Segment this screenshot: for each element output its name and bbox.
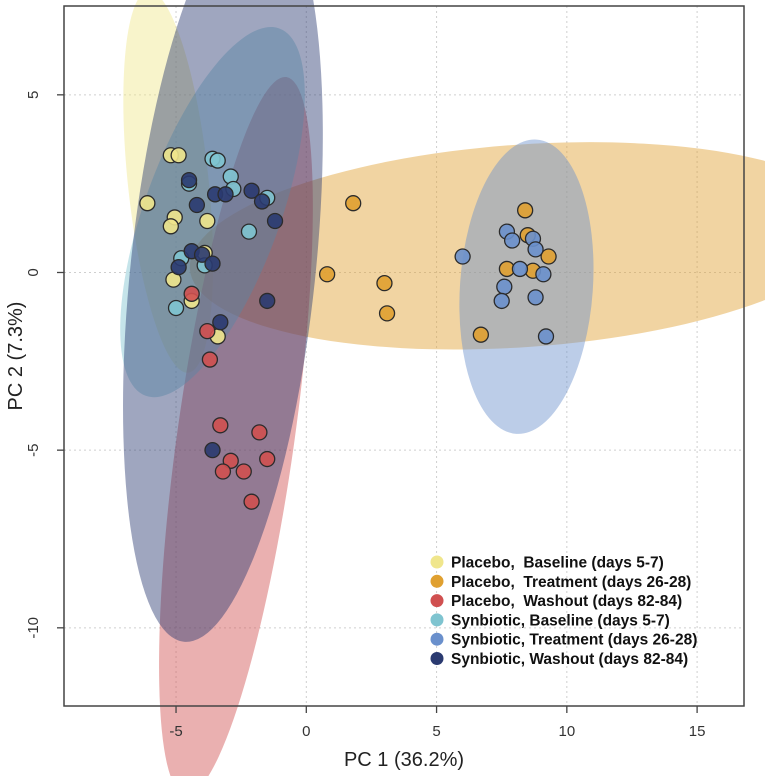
data-point-series-1 xyxy=(378,305,396,322)
legend-marker-series-1 xyxy=(430,574,444,588)
legend-marker-series-3 xyxy=(430,613,444,627)
data-point-series-0 xyxy=(139,195,156,212)
ellipse-series-4 xyxy=(459,139,594,434)
plot-area xyxy=(64,6,744,706)
y-tick-label: 0 xyxy=(25,268,42,276)
data-point-series-5 xyxy=(266,212,284,230)
data-point-series-3 xyxy=(167,299,185,317)
y-tick-label: -5 xyxy=(25,443,42,456)
x-tick-label: 5 xyxy=(432,723,440,740)
data-point-series-2 xyxy=(259,450,276,468)
data-point-series-1 xyxy=(540,248,557,265)
data-points xyxy=(139,147,557,510)
data-point-series-2 xyxy=(199,322,216,340)
data-point-series-4 xyxy=(527,241,544,258)
data-point-series-2 xyxy=(214,463,232,480)
data-point-series-4 xyxy=(527,289,544,306)
legend-marker-series-4 xyxy=(430,632,444,646)
data-point-series-1 xyxy=(318,266,336,283)
legend: Placebo, Baseline (days 5-7) Placebo, Tre… xyxy=(430,555,697,668)
axes: -5 0 5 10 15 5 0 -5 -10 xyxy=(25,91,705,740)
y-tick-label: -10 xyxy=(25,617,42,639)
data-point-series-4 xyxy=(454,248,471,265)
data-point-series-1 xyxy=(345,195,362,212)
data-point-series-2 xyxy=(235,463,252,480)
data-point-series-1 xyxy=(516,202,534,219)
legend-label-series-4: Synbiotic, Treatment (days 26-28) xyxy=(451,632,697,649)
data-point-series-1 xyxy=(376,275,393,292)
x-tick-label: 10 xyxy=(558,723,575,740)
data-point-series-3 xyxy=(240,223,258,240)
data-point-series-2 xyxy=(243,493,260,510)
data-point-series-1 xyxy=(472,326,490,343)
data-point-series-0 xyxy=(162,218,179,235)
y-axis-title: PC 2 (7.3%) xyxy=(5,302,27,411)
data-point-series-4 xyxy=(535,266,552,283)
data-point-series-0 xyxy=(170,147,187,164)
legend-marker-series-5 xyxy=(430,652,444,665)
plot-frame xyxy=(63,5,745,707)
data-point-series-5 xyxy=(204,255,221,272)
x-tick-label: -5 xyxy=(169,723,182,740)
data-point-series-5 xyxy=(243,182,260,199)
data-point-series-0 xyxy=(199,212,216,230)
data-point-series-5 xyxy=(188,196,206,214)
data-point-series-5 xyxy=(253,193,271,210)
data-point-series-4 xyxy=(493,292,510,310)
legend-label-series-1: Placebo, Treatment (days 26-28) xyxy=(451,574,691,591)
legend-label-series-3: Synbiotic, Baseline (days 5-7) xyxy=(451,612,670,629)
data-point-series-3 xyxy=(209,152,226,169)
data-point-series-5 xyxy=(204,442,221,459)
ellipse-series-3 xyxy=(120,26,305,398)
ellipse-series-1 xyxy=(189,142,765,350)
legend-marker-series-2 xyxy=(430,594,444,608)
data-point-series-5 xyxy=(170,259,187,276)
y-tick-label: 5 xyxy=(25,91,42,99)
data-point-series-4 xyxy=(511,260,529,278)
x-tick-label: 15 xyxy=(689,723,706,740)
ellipse-series-0 xyxy=(123,0,214,373)
data-point-series-4 xyxy=(537,328,555,345)
legend-marker-series-0 xyxy=(430,555,444,569)
data-point-series-5 xyxy=(193,246,211,263)
x-tick-label: 0 xyxy=(302,723,310,740)
x-axis-title: PC 1 (36.2%) xyxy=(344,749,464,771)
data-point-series-4 xyxy=(503,232,521,249)
data-point-series-2 xyxy=(251,424,268,441)
data-point-series-2 xyxy=(212,417,229,434)
data-point-series-5 xyxy=(212,314,229,331)
data-point-series-4 xyxy=(496,278,513,295)
data-point-series-2 xyxy=(201,351,219,368)
data-point-series-2 xyxy=(183,285,200,302)
ellipse-series-2 xyxy=(159,76,313,776)
grid-lines xyxy=(64,6,744,706)
data-point-series-5 xyxy=(259,292,276,310)
data-point-series-5 xyxy=(217,186,234,203)
legend-label-series-0: Placebo, Baseline (days 5-7) xyxy=(451,555,664,572)
data-point-series-5 xyxy=(180,171,198,189)
legend-label-series-5: Synbiotic, Washout (days 82-84) xyxy=(451,651,688,668)
legend-label-series-2: Placebo, Washout (days 82-84) xyxy=(451,593,682,610)
